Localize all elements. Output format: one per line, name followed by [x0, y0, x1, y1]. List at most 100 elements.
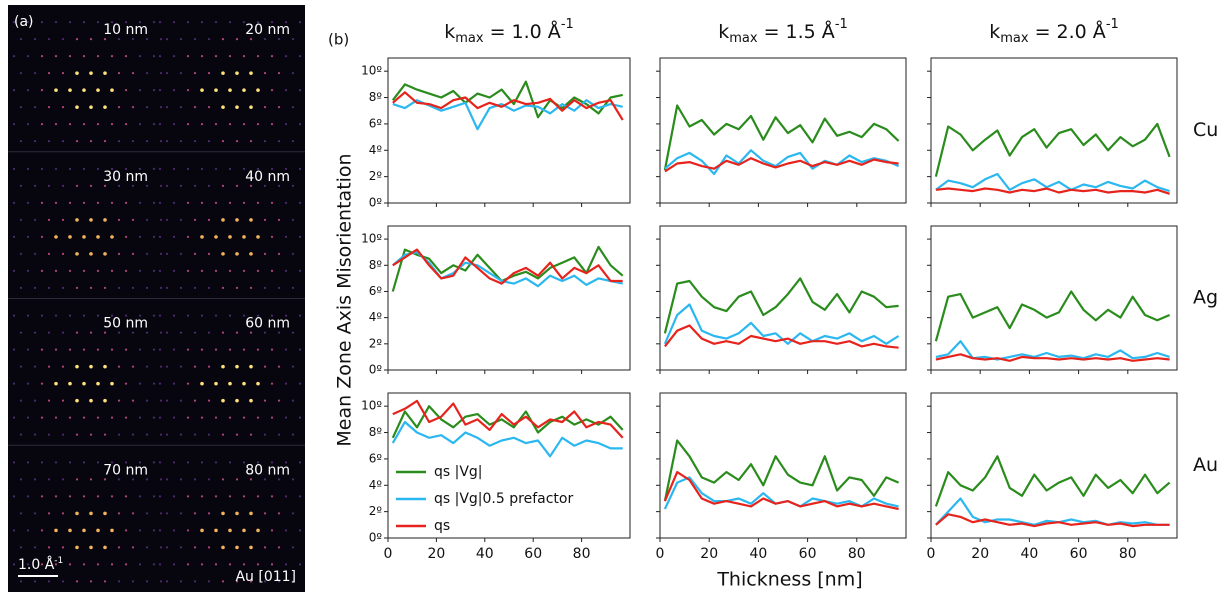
diffraction-spot: [221, 218, 225, 222]
diffraction-spot: [284, 201, 288, 204]
diffraction-spot: [61, 546, 65, 549]
diffraction-spot: [26, 461, 30, 464]
scale-bar-label: 1.0 Å-1: [18, 556, 63, 574]
diffraction-spot: [82, 88, 86, 92]
diffraction-spot: [172, 382, 176, 385]
series-line: [392, 399, 624, 439]
diffraction-spot: [26, 495, 30, 498]
diffraction-spot: [158, 314, 162, 317]
diffraction-spot: [158, 416, 162, 419]
diffraction-spot: [256, 55, 260, 58]
diffraction-spot: [117, 184, 121, 187]
diffraction-spot: [145, 38, 149, 41]
diffraction-spot: [242, 381, 246, 386]
diffraction-spot: [179, 433, 183, 436]
diffraction-spot: [145, 72, 149, 75]
diffraction-spot: [228, 21, 232, 24]
diffraction-spot: [75, 71, 79, 75]
diffraction-spot: [145, 184, 149, 187]
diffraction-spot: [228, 123, 232, 126]
thickness-label: 50 nm: [103, 316, 148, 332]
diffraction-spot: [68, 563, 72, 566]
diffraction-spot: [291, 72, 295, 75]
diffraction-spot: [33, 546, 37, 549]
diffraction-spot: [40, 55, 44, 58]
diffraction-spot: [179, 106, 183, 109]
diffraction-spot: [179, 38, 183, 41]
diffraction-spot: [298, 167, 302, 170]
diffraction-spot: [47, 546, 51, 549]
diffraction-spot: [26, 416, 30, 419]
diffraction-spot: [145, 433, 149, 436]
diffraction-spot: [33, 580, 37, 583]
diffraction-spot: [291, 433, 295, 436]
diffraction-spot: [172, 495, 176, 498]
diffraction-spot: [159, 106, 163, 109]
diffraction-spot: [158, 21, 162, 24]
diffraction-spot: [68, 88, 72, 92]
diffraction-spot: [19, 140, 23, 143]
diffraction-spot: [19, 365, 23, 368]
diffraction-spot: [89, 218, 93, 222]
diffraction-spot: [12, 416, 16, 419]
diffraction-spot: [124, 461, 128, 464]
diffraction-spot: [124, 269, 128, 272]
diffraction-spot: [249, 433, 253, 436]
title-sub: max: [455, 31, 484, 46]
diffraction-spot: [138, 55, 142, 58]
diffraction-spot: [277, 218, 281, 221]
diffraction-spot: [200, 528, 204, 533]
x-tick-label: 20: [427, 546, 445, 562]
diffraction-spot: [47, 580, 51, 583]
diffraction-spot: [242, 461, 246, 464]
diffraction-spot: [270, 235, 274, 238]
scale-sup: -1: [54, 556, 63, 566]
diffraction-spot: [61, 218, 65, 221]
diffraction-spot: [200, 495, 204, 498]
diffraction-spot: [158, 235, 162, 238]
diffraction-spot: [26, 563, 30, 566]
diffraction-spot: [117, 106, 121, 109]
diffraction-spot: [298, 21, 302, 24]
diffraction-spot: [124, 416, 128, 419]
diffraction-spot: [193, 106, 197, 109]
diffraction-spot: [158, 495, 162, 498]
diffraction-spot: [110, 235, 114, 239]
diffraction-spot: [165, 331, 169, 334]
diffraction-spot: [186, 495, 190, 498]
x-tick-label: 40: [1020, 546, 1038, 562]
diffraction-spot: [47, 433, 51, 436]
diffraction-spot: [124, 55, 128, 58]
diffraction-spot: [256, 235, 260, 239]
diffraction-spot: [152, 167, 156, 170]
diffraction-spot: [82, 314, 86, 317]
title-main: k: [989, 21, 1000, 43]
diffraction-spot: [228, 495, 232, 498]
diffraction-spot: [186, 167, 190, 170]
diffraction-spot: [26, 348, 30, 351]
diffraction-spot: [221, 184, 225, 187]
diffraction-spot: [228, 381, 232, 386]
diffraction-spot: [19, 580, 23, 583]
diffraction-spot: [207, 478, 211, 481]
diffraction-spot: [82, 381, 86, 386]
diffraction-spot: [131, 331, 135, 334]
diffraction-spot: [152, 314, 156, 317]
diffraction-spot: [249, 511, 253, 516]
diffraction-spot: [110, 55, 114, 58]
diffraction-spot: [298, 382, 302, 385]
diffraction-spot: [124, 529, 128, 532]
diffraction-spot: [193, 433, 197, 436]
series-line: [392, 248, 623, 285]
diffraction-spot: [40, 269, 44, 272]
diffraction-spot: [96, 55, 100, 58]
diffraction-spot: [145, 106, 149, 109]
diffraction-spot: [270, 55, 274, 58]
diffraction-spot: [186, 314, 190, 317]
diffraction-spot: [193, 72, 197, 75]
diffraction-spot: [291, 38, 295, 41]
diffraction-spot: [75, 364, 79, 369]
diffraction-spot: [68, 21, 72, 24]
diffraction-spot: [200, 201, 204, 204]
diffraction-spot: [158, 89, 162, 92]
